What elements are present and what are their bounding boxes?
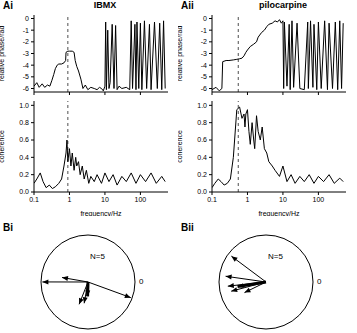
svg-text:frequency/Hz: frequency/Hz	[258, 210, 300, 216]
svg-text:100: 100	[135, 196, 147, 203]
svg-text:1: 1	[68, 196, 72, 203]
svg-text:relative phase/rad: relative phase/rad	[178, 26, 184, 82]
svg-text:-5: -5	[201, 73, 207, 80]
svg-text:0.2: 0.2	[19, 171, 29, 178]
html-text:Bii: Bii	[181, 222, 194, 233]
svg-text:0.4: 0.4	[197, 154, 207, 161]
svg-text:1.0: 1.0	[19, 102, 29, 109]
svg-text:-5: -5	[23, 73, 29, 80]
html-text:pilocarpine: pilocarpine	[259, 0, 307, 10]
svg-text:1: 1	[246, 196, 250, 203]
svg-text:0.8: 0.8	[19, 119, 29, 126]
html-text:0: 0	[139, 277, 144, 286]
svg-text:-6: -6	[23, 85, 29, 92]
svg-text:-4: -4	[23, 62, 29, 69]
svg-text:0.2: 0.2	[197, 171, 207, 178]
svg-text:coherence: coherence	[178, 130, 183, 163]
svg-text:1.0: 1.0	[197, 102, 207, 109]
html-text:N=5: N=5	[268, 252, 283, 261]
html-text:Bi: Bi	[3, 222, 13, 233]
svg-text:100: 100	[313, 196, 325, 203]
html-text:Ai: Ai	[3, 0, 13, 11]
svg-text:-6: -6	[201, 85, 207, 92]
svg-text:-3: -3	[23, 50, 29, 57]
html-text:N=5: N=5	[90, 252, 105, 261]
svg-text:0: 0	[203, 15, 207, 22]
svg-text:frequency/Hz: frequency/Hz	[80, 210, 122, 216]
svg-text:-2: -2	[23, 38, 29, 45]
svg-text:0.0: 0.0	[197, 188, 207, 195]
svg-text:0.4: 0.4	[19, 154, 29, 161]
svg-text:0.6: 0.6	[19, 136, 29, 143]
svg-text:0.6: 0.6	[197, 136, 207, 143]
svg-text:-1: -1	[23, 27, 29, 34]
html-text:Aii: Aii	[181, 0, 194, 11]
svg-text:10: 10	[279, 196, 287, 203]
svg-text:0.8: 0.8	[197, 119, 207, 126]
html-text:0: 0	[317, 277, 322, 286]
svg-text:0.1: 0.1	[207, 196, 217, 203]
svg-text:0: 0	[25, 15, 29, 22]
svg-text:10: 10	[101, 196, 109, 203]
html-text:IBMX: IBMX	[93, 0, 117, 10]
svg-text:-4: -4	[201, 62, 207, 69]
svg-text:-3: -3	[201, 50, 207, 57]
svg-text:-1: -1	[201, 27, 207, 34]
svg-text:0.0: 0.0	[19, 188, 29, 195]
svg-text:-2: -2	[201, 38, 207, 45]
svg-text:0.1: 0.1	[29, 196, 39, 203]
